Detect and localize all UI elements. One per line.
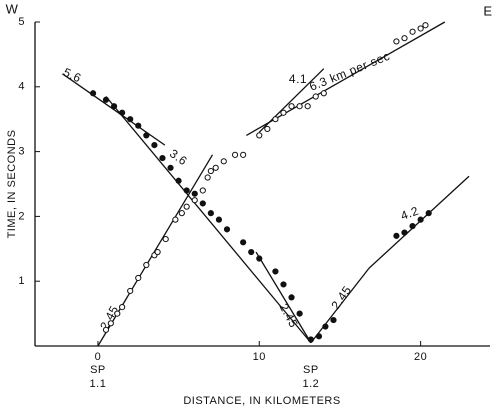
fit-line [258,68,325,133]
y-tick-label: 1 [18,275,25,287]
data-point [191,197,198,204]
data-point [119,109,126,116]
fit-line [310,267,370,344]
data-point [425,210,432,217]
shot-point-label: 1.1 [90,378,107,390]
data-point [183,187,190,194]
data-point [288,294,295,301]
data-point [280,109,287,116]
data-point [288,103,295,110]
y-tick-label: 5 [18,16,25,28]
data-point [272,116,279,123]
data-point [143,132,150,139]
velocity-label: 2.45 [328,283,354,312]
data-point [422,22,429,29]
velocity-label: 5.6 [61,65,83,85]
velocity-label: 2.45 [97,303,121,332]
velocity-label: 4.1 [289,72,307,86]
y-tick-label: 4 [18,81,25,93]
data-point [114,310,121,317]
velocity-label: 6.3 km per sec [307,49,392,94]
x-axis-title: DISTANCE, IN KILOMETERS [183,395,340,407]
data-point [127,287,134,295]
data-point [231,151,239,158]
data-point [151,142,158,149]
data-point [223,226,231,233]
data-point [154,248,161,256]
data-point [135,274,142,282]
shot-point-label: 1.2 [303,378,320,390]
data-point [409,223,416,230]
fit-line [246,21,446,136]
shot-point-label: SP [90,364,106,376]
data-point [307,336,315,343]
data-point [207,167,214,175]
data-point [240,239,247,246]
data-point [296,103,303,110]
data-point [315,333,323,340]
data-point [264,125,271,133]
data-point [159,154,166,162]
data-point [330,316,337,324]
corner-label: W [6,1,19,16]
data-point [175,177,182,184]
data-point [401,35,408,42]
data-point [215,216,223,223]
fit-line [255,251,312,344]
data-point [220,158,227,165]
data-point [199,187,206,194]
data-point [322,323,329,330]
data-point [256,255,263,262]
data-point [393,232,400,239]
fit-line [105,96,312,344]
data-point [320,90,327,97]
data-point [256,132,263,139]
data-point [199,200,206,207]
data-point [89,90,97,97]
shot-point-label: SP [303,364,319,376]
data-point [183,203,190,210]
data-point [401,229,408,236]
data-point [207,210,214,217]
data-point [102,96,110,103]
y-axis-title: TIME, IN SECONDS [6,130,18,239]
data-point [296,310,303,317]
data-point [135,122,142,129]
data-point [110,103,118,110]
data-point [417,25,424,32]
data-point [204,174,211,181]
data-point [409,28,416,35]
data-point [393,38,400,45]
data-point [272,268,279,275]
data-point [172,216,179,223]
data-point [312,93,319,100]
data-point [107,320,114,327]
data-point [248,248,255,256]
data-point [178,210,185,217]
data-point [143,261,150,269]
data-point [304,103,311,110]
data-point [191,190,198,197]
data-point [162,235,169,243]
data-point [417,216,424,223]
data-point [102,326,110,333]
velocity-label: 4.2 [399,204,421,223]
data-point [167,164,174,171]
x-tick-label: 20 [414,351,427,363]
data-point [127,116,134,123]
y-tick-label: 2 [18,210,25,222]
y-tick-label: 3 [18,146,25,158]
x-tick-label: 10 [253,351,266,363]
corner-label: E [483,3,492,18]
data-point [212,164,219,171]
x-tick-label: 0 [95,351,102,363]
data-point [119,304,126,311]
data-point [240,151,247,158]
data-point [280,281,287,288]
